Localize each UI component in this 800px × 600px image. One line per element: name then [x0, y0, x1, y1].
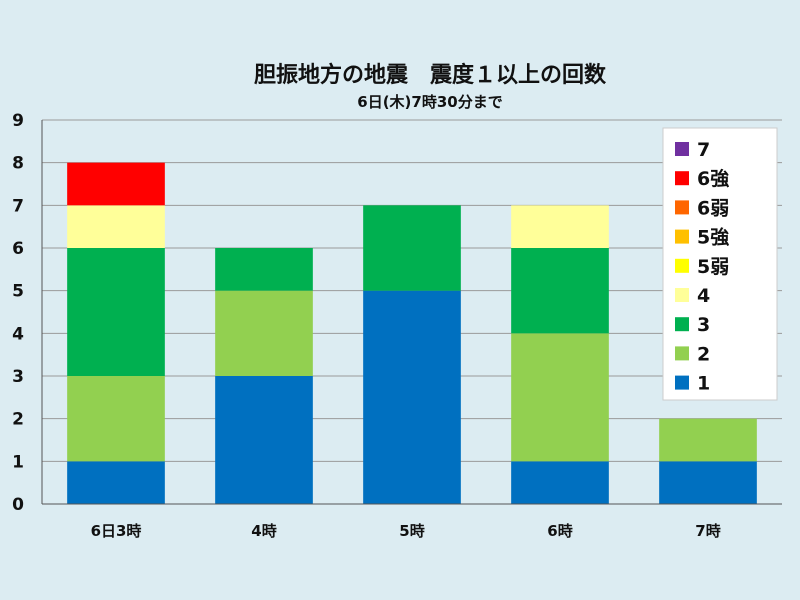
- y-tick-label: 7: [12, 196, 24, 216]
- y-tick-label: 3: [12, 367, 24, 387]
- chart-subtitle: 6日(木)7時30分まで: [357, 93, 502, 111]
- legend-swatch: [675, 142, 689, 156]
- legend-label: 5強: [697, 227, 729, 249]
- legend-label: 7: [697, 139, 710, 161]
- x-axis-ticks: 6日3時 4時 5時 6時 7時: [91, 522, 721, 540]
- legend-label: 4: [697, 285, 710, 307]
- y-tick-label: 8: [12, 154, 24, 174]
- bar-segment-1-1: [215, 290, 313, 376]
- bar-segment-2-2: [363, 205, 461, 291]
- x-tick-label: 7時: [695, 522, 720, 540]
- x-tick-label: 6日3時: [91, 522, 142, 540]
- y-tick-label: 0: [12, 495, 24, 515]
- y-tick-label: 1: [12, 452, 24, 472]
- legend-swatch: [675, 346, 689, 361]
- legend-swatch: [675, 317, 689, 332]
- chart-title: 胆振地方の地震 震度１以上の回数: [254, 62, 607, 88]
- bar-segment-3-3: [511, 205, 609, 248]
- legend-swatch: [675, 288, 689, 302]
- bar-segment-4-0: [659, 461, 757, 504]
- y-tick-label: 6: [12, 239, 24, 259]
- legend-label: 1: [697, 373, 710, 395]
- axes: [41, 120, 782, 505]
- y-tick-label: 9: [12, 111, 24, 131]
- bar-segment-1-2: [215, 248, 313, 291]
- bar-segment-0-7: [67, 162, 165, 206]
- bar-segment-3-0: [511, 461, 609, 504]
- legend-label: 6強: [697, 168, 729, 190]
- x-tick-label: 4時: [251, 522, 276, 540]
- bar-segment-4-1: [659, 418, 757, 462]
- legend: 7 6強 6弱 5強 5弱 4 3 2 1: [662, 127, 778, 401]
- bar-segment-1-0: [215, 376, 313, 504]
- legend-label: 5弱: [697, 256, 729, 278]
- bar-segment-0-1: [67, 376, 165, 462]
- bar-segment-3-2: [511, 248, 609, 334]
- legend-label: 2: [697, 343, 710, 365]
- legend-label: 6弱: [697, 197, 729, 219]
- y-tick-label: 2: [12, 410, 24, 430]
- legend-swatch: [675, 258, 689, 273]
- y-axis-ticks: 0 1 2 3 4 5 6 7 8 9: [12, 111, 24, 515]
- x-tick-label: 5時: [399, 522, 424, 540]
- bar-segment-3-1: [511, 333, 609, 462]
- legend-swatch: [675, 200, 689, 215]
- bar-segment-0-0: [67, 461, 165, 504]
- y-tick-label: 4: [12, 324, 24, 344]
- bar-segment-2-0: [363, 290, 461, 504]
- y-tick-label: 5: [12, 282, 24, 302]
- legend-swatch: [675, 229, 689, 244]
- legend-swatch: [675, 171, 689, 186]
- bar-segment-0-3: [67, 205, 165, 248]
- legend-label: 3: [697, 314, 710, 336]
- bars: [67, 162, 757, 504]
- x-tick-label: 6時: [547, 522, 572, 540]
- bar-segment-0-2: [67, 248, 165, 376]
- legend-swatch: [675, 375, 689, 390]
